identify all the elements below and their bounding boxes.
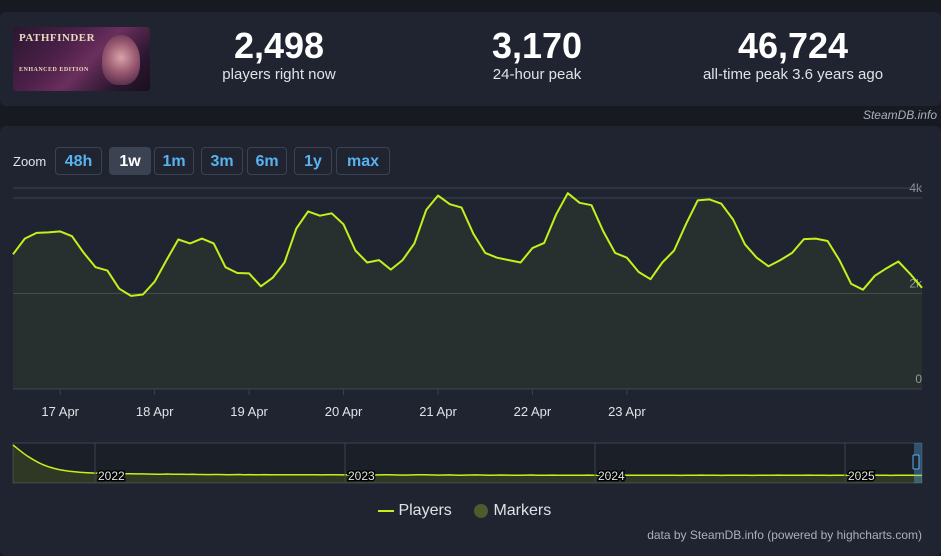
zoom-button-6m[interactable]: 6m [247,147,287,175]
peak24-label: 24-hour peak [492,66,582,83]
navigator-year-label: 2022 [98,469,125,483]
players-area [13,193,922,389]
capsule-edition: ENHANCED EDITION [19,67,89,73]
x-tick-label: 23 Apr [608,404,646,419]
current-players-label: players right now [222,66,336,83]
legend-players[interactable]: Players [378,502,452,520]
x-tick-label: 20 Apr [325,404,363,419]
alltime-value: 46,724 [737,25,849,66]
legend-markers[interactable]: Markers [473,502,551,520]
navigator-year-label: 2025 [848,469,875,483]
players-legend-swatch [378,509,394,512]
zoom-button-3m[interactable]: 3m [201,147,243,175]
x-tick-label: 22 Apr [514,404,552,419]
zoom-button-1w[interactable]: 1w [109,147,151,175]
navigator-handle-icon [912,454,920,470]
game-capsule-image[interactable]: PATHFINDER ENHANCED EDITION [13,27,150,91]
alltime-label: all-time peak 3.6 years ago [702,66,884,83]
stat-alltime-peak: 46,724 all-time peak 3.6 years ago [690,26,896,84]
steamdb-credit[interactable]: SteamDB.info [862,108,937,122]
stat-24h-peak: 3,170 24-hour peak [451,26,623,84]
zoom-button-max[interactable]: max [336,147,390,175]
stats-bar: PATHFINDER ENHANCED EDITION 2,498 player… [0,12,941,106]
legend-players-label: Players [398,502,452,519]
zoom-button-1y[interactable]: 1y [294,147,332,175]
stat-current-players: 2,498 players right now [193,26,365,84]
navigator-background [12,442,923,484]
capsule-logo: PATHFINDER [19,32,96,44]
x-tick-label: 18 Apr [136,404,174,419]
navigator-year-label: 2024 [598,469,625,483]
legend-markers-label: Markers [493,502,552,519]
markers-legend-swatch [474,503,488,518]
y-tick-label: 0 [915,372,922,386]
y-tick-label: 2k [909,277,923,291]
current-players-value: 2,498 [233,25,325,66]
zoom-label: Zoom [13,154,47,169]
x-tick-label: 17 Apr [41,404,79,419]
navigator-line [12,444,922,477]
x-tick-label: 21 Apr [419,404,457,419]
capsule-portrait [102,35,140,85]
zoom-button-1m[interactable]: 1m [154,147,194,175]
x-tick-label: 19 Apr [230,404,268,419]
navigator-year-label: 2023 [348,469,375,483]
peak24-value: 3,170 [491,25,583,66]
players-line [12,192,923,297]
zoom-button-48h[interactable]: 48h [55,147,102,175]
footer-credit: data by SteamDB.info (powered by highcha… [647,528,922,542]
